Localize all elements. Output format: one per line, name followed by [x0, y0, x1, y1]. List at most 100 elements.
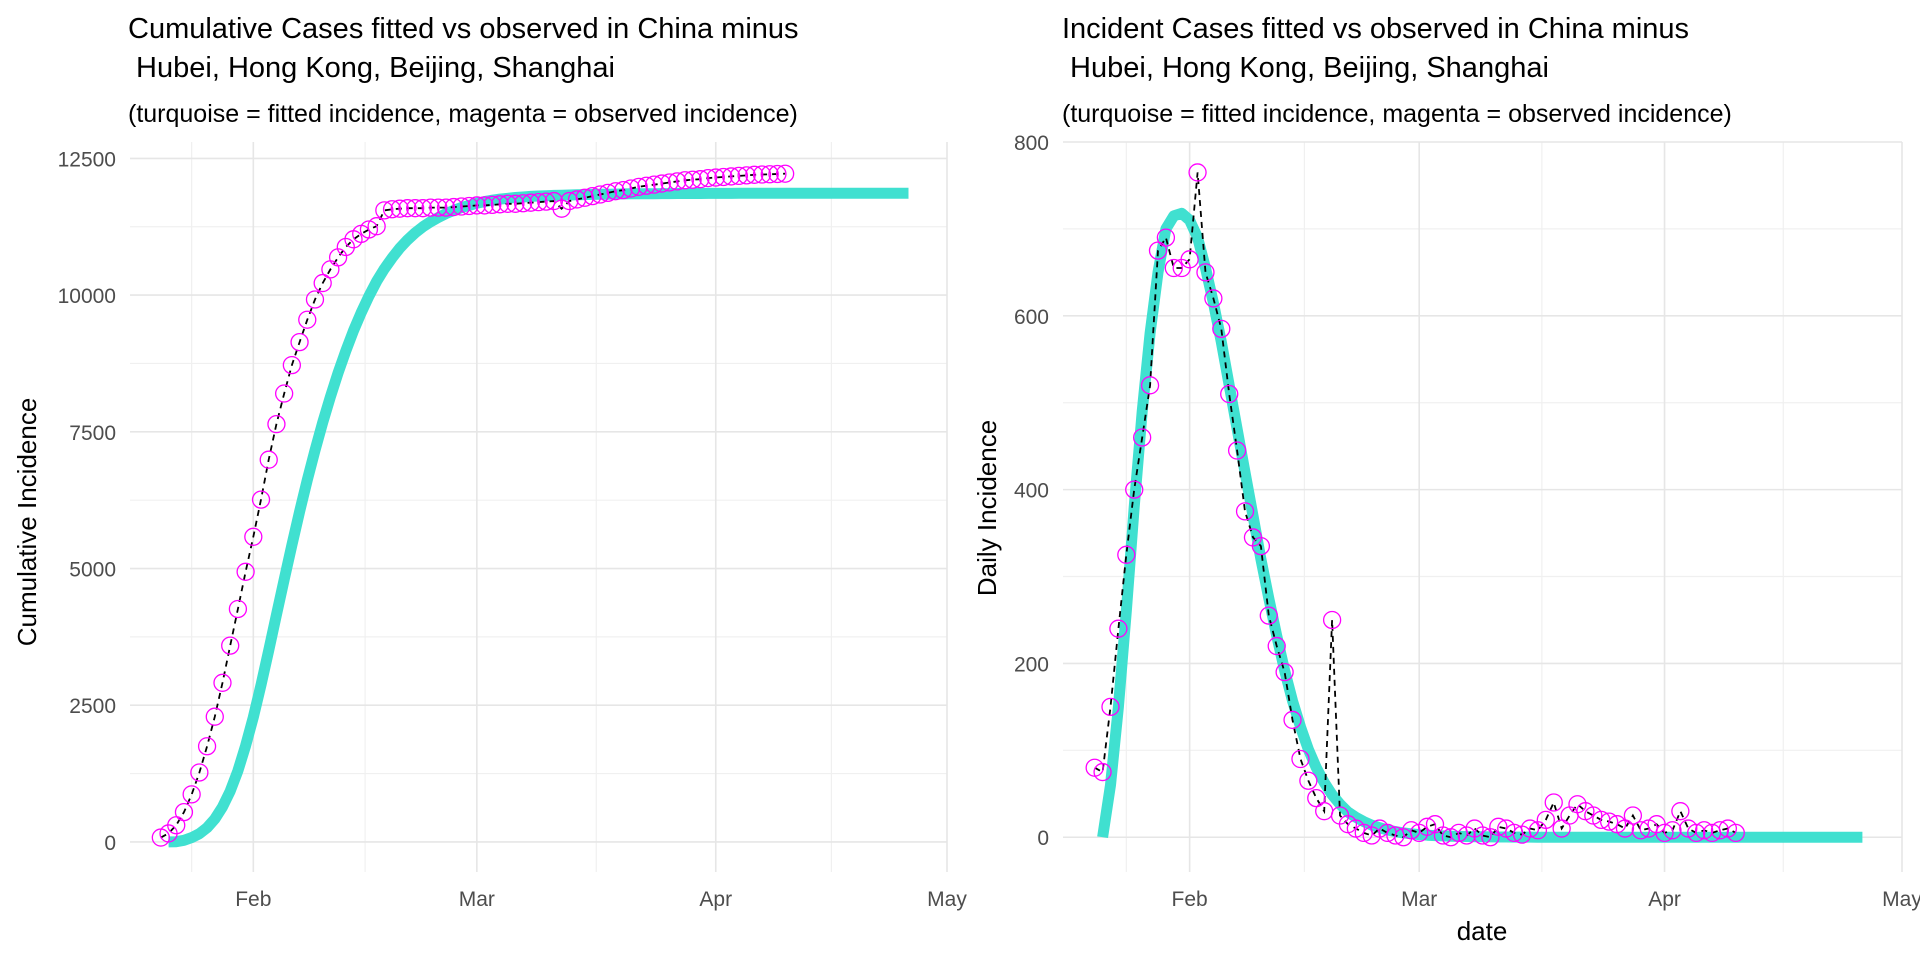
- x-tick-label: Apr: [699, 888, 732, 911]
- observed-point: [1694, 821, 1714, 840]
- observed-point: [668, 172, 687, 191]
- observed-point: [1093, 762, 1112, 782]
- observed-point: [506, 194, 525, 213]
- observed-point: [251, 490, 271, 509]
- observed-point: [1560, 806, 1579, 825]
- observed-point: [1283, 710, 1302, 730]
- y-tick-label: 7500: [69, 422, 116, 445]
- y-tick-label: 5000: [69, 559, 116, 582]
- observed-point: [1536, 810, 1555, 830]
- observed-point: [775, 164, 795, 183]
- observed-point: [267, 415, 286, 434]
- observed-point: [429, 198, 448, 217]
- x-tick-labels: Feb Mar Apr May: [1172, 888, 1920, 911]
- x-tick-label: Mar: [459, 888, 495, 911]
- observed-point: [606, 182, 625, 201]
- chart-subtitle: (turquoise = fitted incidence, magenta =…: [128, 100, 798, 128]
- grid: [130, 142, 948, 872]
- observed-point: [591, 185, 610, 204]
- observed-point: [1259, 606, 1278, 625]
- chart-title-line1: Cumulative Cases fitted vs observed in C…: [128, 13, 799, 45]
- observed-point: [259, 450, 278, 469]
- series-layer: [1085, 163, 1863, 847]
- x-tick-label: Apr: [1648, 888, 1681, 911]
- observed-point: [1109, 619, 1128, 638]
- y-tick-label: 200: [1014, 653, 1049, 676]
- observed-series-line: [160, 172, 786, 839]
- y-axis-label: Daily Incidence: [972, 420, 1002, 596]
- observed-point: [359, 220, 379, 239]
- observed-point: [1140, 376, 1160, 395]
- observed-point: [575, 188, 594, 207]
- observed-point: [1164, 258, 1183, 278]
- observed-point: [614, 180, 633, 200]
- y-axis-label: Cumulative Incidence: [12, 398, 42, 647]
- observed-point: [1710, 821, 1730, 840]
- observed-point: [583, 186, 602, 206]
- observed-point: [213, 673, 232, 692]
- observed-point: [444, 197, 463, 217]
- observed-point: [1473, 826, 1492, 845]
- observed-point: [190, 763, 209, 782]
- observed-point: [1599, 812, 1619, 831]
- observed-point: [421, 198, 440, 217]
- x-tick-label: Mar: [1401, 888, 1437, 911]
- observed-point: [521, 193, 540, 212]
- x-tick-labels: Feb Mar Apr May: [235, 888, 967, 911]
- observed-point: [1220, 384, 1239, 404]
- x-axis-label: date: [1457, 916, 1508, 946]
- observed-point: [729, 166, 749, 186]
- observed-point: [452, 197, 471, 216]
- observed-point: [367, 217, 386, 236]
- observed-point: [1417, 817, 1437, 836]
- observed-point: [1235, 502, 1255, 521]
- observed-point: [629, 177, 648, 196]
- observed-point: [567, 190, 587, 209]
- observed-point: [1204, 289, 1223, 308]
- observed-point: [298, 310, 317, 329]
- observed-point: [436, 198, 456, 217]
- observed-point: [1544, 793, 1563, 812]
- chart-title-line2: Hubei, Hong Kong, Beijing, Shanghai: [128, 52, 615, 84]
- observed-point: [752, 165, 772, 184]
- observed-point: [691, 170, 710, 189]
- observed-point: [737, 166, 756, 185]
- chart-subtitle: (turquoise = fitted incidence, magenta =…: [1062, 100, 1732, 128]
- x-tick-label: May: [1882, 888, 1920, 911]
- observed-point: [305, 290, 325, 309]
- observed-point: [513, 194, 533, 213]
- observed-point: [1117, 545, 1136, 564]
- observed-point: [228, 599, 248, 619]
- observed-point: [768, 164, 787, 184]
- series-layer: [151, 164, 909, 848]
- observed-point: [282, 355, 302, 375]
- y-tick-label: 800: [1014, 132, 1049, 155]
- chart-title-line2: Hubei, Hong Kong, Beijing, Shanghai: [1062, 52, 1549, 84]
- observed-point: [544, 191, 564, 211]
- observed-point: [660, 173, 679, 192]
- observed-point: [1631, 821, 1650, 840]
- observed-point: [1251, 536, 1271, 556]
- y-tick-label: 10000: [58, 285, 116, 308]
- observed-point: [498, 194, 517, 213]
- observed-point: [552, 199, 571, 218]
- observed-point: [1212, 319, 1231, 338]
- observed-point: [644, 175, 664, 194]
- observed-point: [1623, 806, 1643, 825]
- observed-point: [1133, 428, 1152, 447]
- y-tick-label: 600: [1014, 306, 1049, 329]
- observed-point: [313, 273, 332, 293]
- incident-chart-panel: Incident Cases fitted vs observed in Chi…: [972, 13, 1920, 946]
- observed-point: [1322, 610, 1342, 630]
- observed-point: [236, 562, 255, 581]
- observed-point: [182, 785, 201, 804]
- observed-point: [336, 237, 355, 257]
- observed-point: [1125, 480, 1144, 499]
- observed-point: [1687, 823, 1706, 843]
- observed-point: [406, 199, 425, 218]
- fitted-series-line: [168, 187, 909, 848]
- observed-point: [398, 199, 417, 218]
- x-tick-label: Feb: [235, 888, 271, 911]
- cumulative-chart-panel: Cumulative Cases fitted vs observed in C…: [12, 13, 967, 911]
- observed-point: [1671, 802, 1690, 821]
